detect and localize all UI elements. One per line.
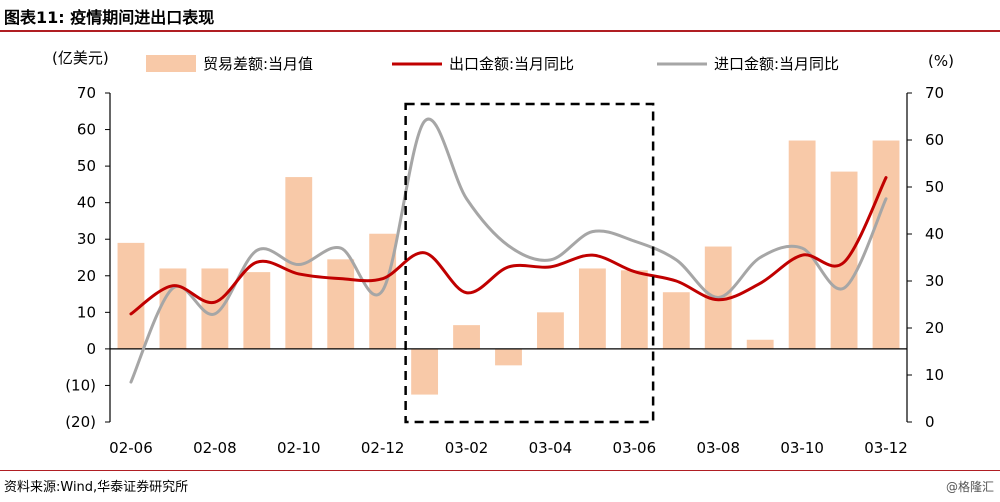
watermark: @格隆汇 xyxy=(945,480,994,494)
export-yoy-line xyxy=(129,176,888,316)
x-tick-label: 02-08 xyxy=(193,439,237,457)
legend-swatch-bar xyxy=(146,55,196,72)
left-tick-label: 0 xyxy=(86,340,96,358)
left-tick-label: 10 xyxy=(77,303,96,321)
bar-series xyxy=(117,140,900,395)
right-axis-unit: (%) xyxy=(928,52,954,70)
x-tick-label: 03-08 xyxy=(696,439,740,457)
left-tick-label: (20) xyxy=(65,413,96,431)
right-tick-label: 50 xyxy=(925,178,944,196)
left-tick-label: (10) xyxy=(65,376,96,394)
bar-02-08 xyxy=(201,268,229,349)
left-tick-label: 40 xyxy=(77,194,96,212)
left-tick-label: 20 xyxy=(77,267,96,285)
bar-03-01 xyxy=(411,348,439,395)
x-tick-label: 02-10 xyxy=(277,439,321,457)
legend-label-import: 进口金额:当月同比 xyxy=(714,55,839,73)
bar-03-02 xyxy=(453,325,480,349)
right-tick-label: 10 xyxy=(925,366,944,384)
bar-02-09 xyxy=(243,272,271,349)
left-tick-label: 50 xyxy=(77,157,96,175)
legend-label-export: 出口金额:当月同比 xyxy=(449,55,574,73)
right-tick-label: 30 xyxy=(925,272,944,290)
bar-02-07 xyxy=(159,268,187,349)
bar-03-09 xyxy=(746,339,774,349)
left-tick-label: 30 xyxy=(77,230,96,248)
x-tick-label: 02-12 xyxy=(361,439,405,457)
left-tick-label: 60 xyxy=(77,121,96,139)
right-tick-label: 40 xyxy=(925,225,944,243)
x-tick-label: 03-04 xyxy=(529,439,573,457)
x-tick-label: 03-02 xyxy=(445,439,489,457)
chart: 02-06 02-08 02-10 02-12 03-02 03-04 03-06 03-08… xyxy=(52,49,954,457)
left-axis-unit: (亿美元) xyxy=(52,49,109,67)
import-yoy-line xyxy=(129,117,888,384)
figure-title: 图表11: 疫情期间进出口表现 xyxy=(4,8,215,27)
bar-03-06 xyxy=(620,270,648,349)
bar-02-11 xyxy=(327,259,355,349)
line-series xyxy=(129,117,888,384)
bar-03-03 xyxy=(495,348,522,366)
bar-03-12 xyxy=(872,140,900,349)
highlight-box xyxy=(404,102,655,424)
left-tick-label: 70 xyxy=(77,84,96,102)
bar-02-06 xyxy=(117,242,145,349)
source-rule xyxy=(0,470,1000,471)
bar-03-07 xyxy=(662,292,690,349)
x-tick-label: 03-06 xyxy=(613,439,657,457)
x-tick-label: 03-12 xyxy=(864,439,908,457)
highlight-box-group xyxy=(404,102,655,424)
x-tick-label: 02-06 xyxy=(109,439,153,457)
legend: 贸易差额:当月值 出口金额:当月同比 进口金额:当月同比 xyxy=(146,55,839,73)
legend-label-bar: 贸易差额:当月值 xyxy=(203,55,313,73)
axes: 02-06 02-08 02-10 02-12 03-02 03-04 03-06 03-08… xyxy=(52,49,954,457)
title-rule xyxy=(0,30,1000,32)
bar-03-10 xyxy=(788,140,816,349)
right-tick-label: 0 xyxy=(925,413,935,431)
right-tick-label: 70 xyxy=(925,84,944,102)
right-tick-label: 60 xyxy=(925,131,944,149)
right-tick-label: 20 xyxy=(925,319,944,337)
source-note: 资料来源:Wind,华泰证券研究所 xyxy=(4,480,189,495)
bar-03-05 xyxy=(578,268,606,349)
bar-03-04 xyxy=(537,312,564,349)
x-tick-label: 03-10 xyxy=(780,439,824,457)
